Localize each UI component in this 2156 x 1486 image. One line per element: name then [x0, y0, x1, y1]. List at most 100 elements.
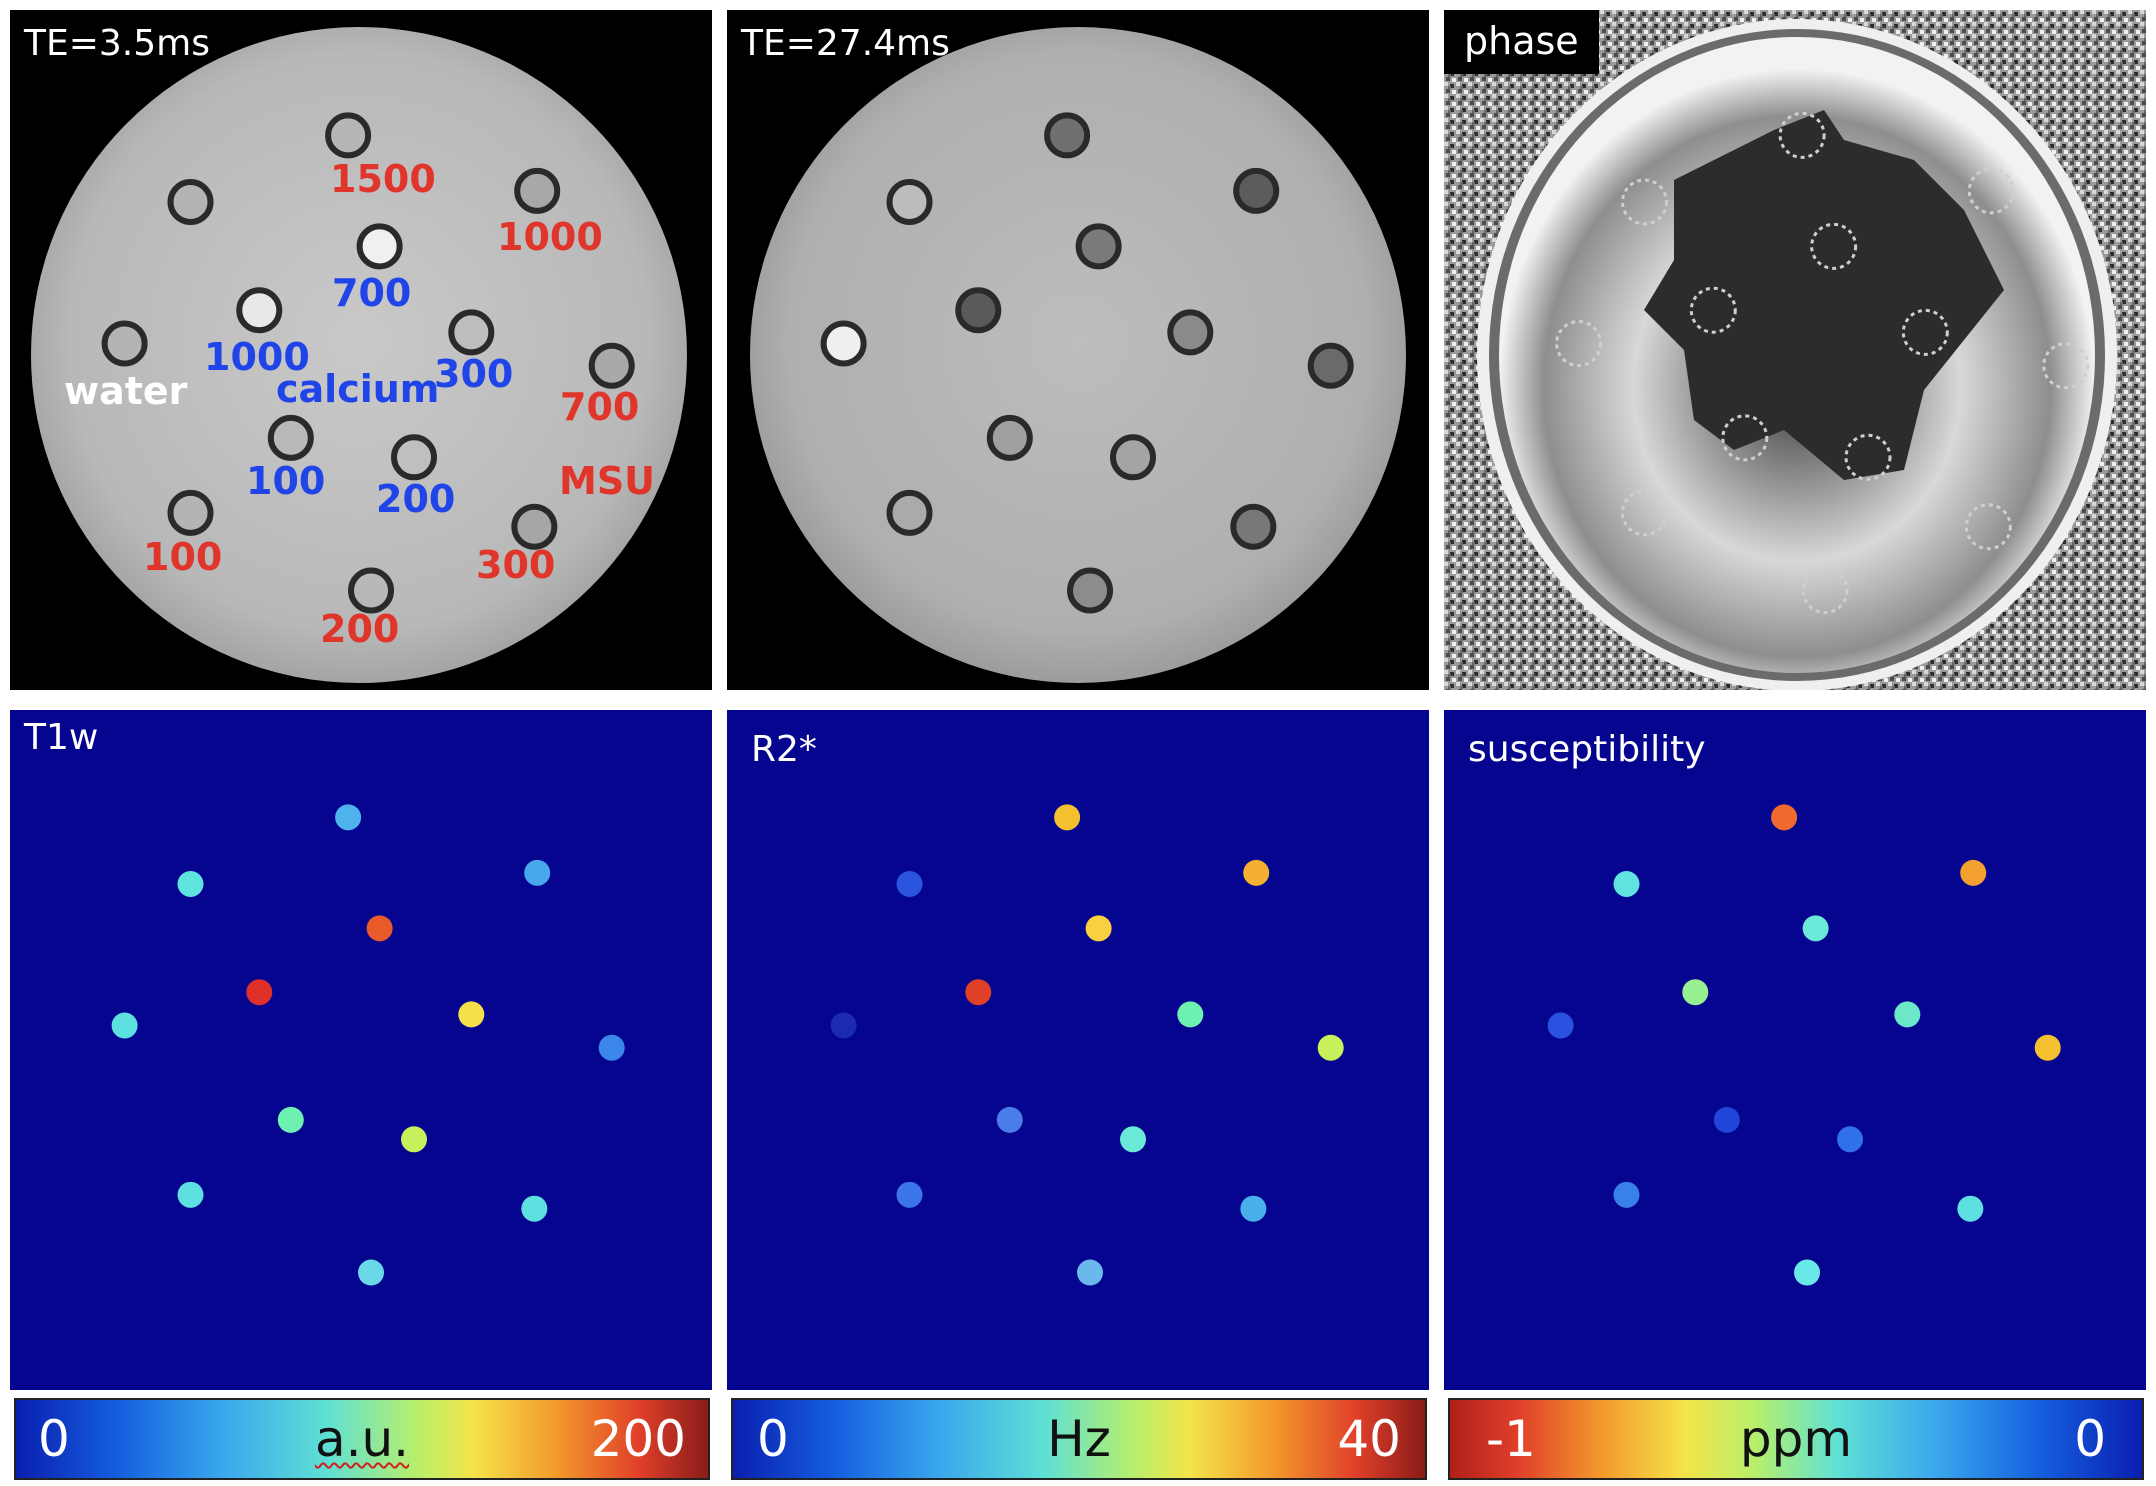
calcium-200-annotation: 200: [376, 477, 456, 521]
te-27-4ms-panel: TE=27.4ms: [727, 10, 1429, 690]
vial-spot: [1771, 804, 1798, 831]
vial-spot: [366, 915, 393, 942]
vial-spot: [896, 870, 923, 897]
vial-ring: [1307, 342, 1354, 389]
vial-spot: [524, 859, 551, 886]
vial-ring: [986, 414, 1033, 461]
vial-spot: [521, 1195, 548, 1222]
vial-spot: [1547, 1012, 1574, 1039]
r2-star-label: R2*: [751, 729, 817, 770]
vial-ring: [1721, 414, 1769, 462]
susceptibility-colorbar-unit: ppm: [1739, 1410, 1853, 1468]
susceptibility-map: [1547, 804, 2061, 1286]
vial-ring: [886, 178, 933, 225]
vial-spot: [401, 1126, 428, 1153]
vial-spot: [1317, 1034, 1344, 1061]
vial-ring: [1075, 223, 1122, 270]
t1w-map-panel: T1w: [10, 710, 712, 1390]
vial-ring: [1844, 433, 1892, 481]
vial-spot: [1713, 1106, 1740, 1133]
vial-spot: [1613, 1181, 1640, 1208]
vial-spot: [965, 979, 992, 1006]
phase-panel: phase: [1444, 10, 2146, 690]
vial-ring: [514, 167, 561, 214]
vial-ring: [1233, 167, 1280, 214]
vial-ring: [236, 287, 283, 334]
vial-spot: [177, 870, 204, 897]
msu-100-annotation: 100: [143, 535, 223, 579]
vial-ring: [955, 287, 1002, 334]
susceptibility-colorbar-min: -1: [1486, 1410, 1536, 1468]
vial-ring: [1810, 222, 1858, 270]
vial-spot: [1240, 1195, 1267, 1222]
vial-spot: [1802, 915, 1829, 942]
vial-spot: [1682, 979, 1709, 1006]
vial-spot: [2034, 1034, 2061, 1061]
te-3-5ms-image: [31, 27, 687, 683]
r2-star-map-panel: R2*: [727, 710, 1429, 1390]
calcium-100-annotation: 100: [246, 459, 326, 503]
vial-spot: [1177, 1001, 1204, 1028]
vial-spot: [996, 1106, 1023, 1133]
te-27-4ms-image: [750, 27, 1406, 683]
vial-ring: [886, 489, 933, 536]
vial-ring: [1067, 567, 1114, 614]
calcium-label: calcium: [276, 367, 440, 411]
phase-image: [1444, 10, 2146, 690]
vial-ring: [511, 503, 558, 550]
t1w-map: [111, 804, 625, 1286]
vial-ring: [1801, 567, 1849, 615]
r2-star-colorbar-min: 0: [757, 1410, 789, 1468]
vial-ring: [267, 414, 314, 461]
r2-star-map: [830, 804, 1344, 1286]
vial-ring: [2042, 342, 2090, 390]
vial-spot: [1120, 1126, 1147, 1153]
vial-spot: [1837, 1126, 1864, 1153]
te-3-5ms-label: TE=3.5ms: [24, 23, 210, 64]
vial-ring: [167, 489, 214, 536]
r2-star-colorbar-max: 40: [1337, 1410, 1401, 1468]
vial-ring: [1689, 286, 1737, 334]
t1w-colorbar-min: 0: [38, 1410, 70, 1468]
calcium-300-annotation: 300: [434, 352, 514, 396]
susceptibility-label: susceptibility: [1468, 729, 1706, 770]
vial-spot: [277, 1106, 304, 1133]
msu-1500-annotation: 1500: [330, 157, 436, 201]
vial-spot: [1243, 859, 1270, 886]
vial-spot: [1894, 1001, 1921, 1028]
vial-ring: [1230, 503, 1277, 550]
vial-ring: [1044, 112, 1091, 159]
msu-300-annotation: 300: [476, 543, 556, 587]
vial-ring: [101, 320, 148, 367]
vial-spot: [1077, 1259, 1104, 1286]
msu-700-annotation: 700: [560, 385, 640, 429]
vial-ring: [356, 223, 403, 270]
vial-ring: [1967, 167, 2015, 215]
vial-spot: [1054, 804, 1081, 831]
vial-spot: [458, 1001, 485, 1028]
vial-spot: [830, 1012, 857, 1039]
msu-1000-annotation: 1000: [497, 215, 603, 259]
calcium-700-annotation: 700: [332, 271, 412, 315]
vial-ring: [1110, 434, 1157, 481]
vial-spot: [1960, 859, 1987, 886]
msu-200-annotation: 200: [320, 607, 400, 651]
vial-spot: [1085, 915, 1112, 942]
vial-spot: [896, 1181, 923, 1208]
msu-label: MSU: [559, 459, 656, 503]
vial-spot: [1957, 1195, 1984, 1222]
vial-spot: [1794, 1259, 1821, 1286]
vial-spot: [335, 804, 362, 831]
vial-spot: [1613, 870, 1640, 897]
vial-spot: [177, 1181, 204, 1208]
vial-ring: [325, 112, 372, 159]
vial-ring: [348, 567, 395, 614]
vial-spot: [358, 1259, 385, 1286]
t1w-label: T1w: [24, 717, 99, 758]
vial-ring: [1621, 489, 1669, 537]
vial-spot: [111, 1012, 138, 1039]
te-3-5ms-panel: TE=3.5ms 1500 1000 700 1000 300 calcium …: [10, 10, 712, 690]
vial-ring: [588, 342, 635, 389]
t1w-colorbar-max: 200: [590, 1410, 686, 1468]
vial-ring: [448, 309, 495, 356]
